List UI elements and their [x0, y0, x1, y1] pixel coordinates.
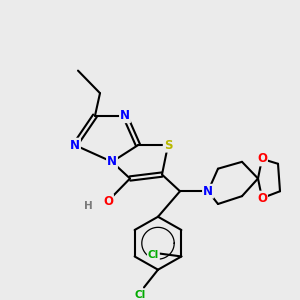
Text: S: S — [164, 139, 172, 152]
Text: H: H — [84, 201, 92, 211]
Text: Cl: Cl — [148, 250, 159, 260]
Text: O: O — [257, 192, 267, 205]
Text: N: N — [107, 155, 117, 168]
Text: O: O — [103, 195, 113, 208]
Text: Cl: Cl — [134, 290, 146, 300]
Text: O: O — [257, 152, 267, 165]
Text: N: N — [120, 109, 130, 122]
Text: N: N — [70, 139, 80, 152]
Text: N: N — [203, 185, 213, 198]
